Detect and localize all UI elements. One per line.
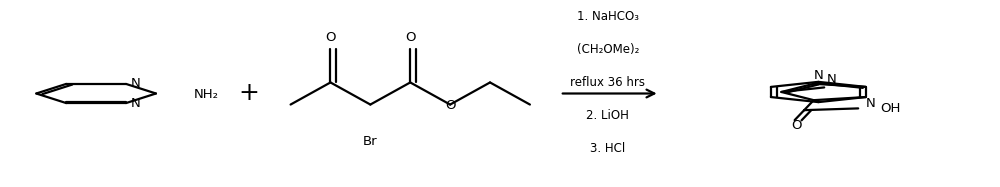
Text: 1. NaHCO₃: 1. NaHCO₃ — [577, 10, 639, 23]
Text: N: N — [131, 97, 141, 111]
Text: +: + — [238, 82, 259, 105]
Text: NH₂: NH₂ — [194, 88, 219, 101]
Text: N: N — [827, 73, 837, 86]
Text: O: O — [791, 119, 802, 132]
Text: N: N — [866, 97, 876, 110]
Text: O: O — [445, 99, 455, 112]
Text: reflux 36 hrs: reflux 36 hrs — [570, 76, 645, 89]
Text: OH: OH — [880, 102, 901, 115]
Text: O: O — [325, 31, 336, 44]
Text: Br: Br — [363, 135, 378, 148]
Text: (CH₂OMe)₂: (CH₂OMe)₂ — [577, 43, 639, 56]
Text: 2. LiOH: 2. LiOH — [586, 109, 629, 122]
Text: N: N — [131, 76, 141, 90]
Text: N: N — [813, 69, 823, 82]
Text: 3. HCl: 3. HCl — [590, 142, 625, 155]
Text: O: O — [405, 31, 416, 44]
